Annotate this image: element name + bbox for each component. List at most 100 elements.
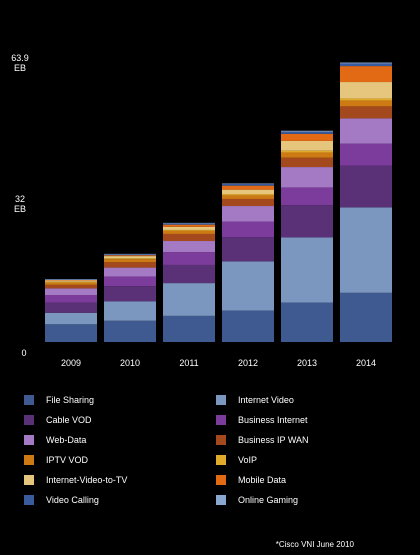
bar-segment-2012-5: [222, 198, 274, 207]
legend-swatch: [24, 435, 34, 445]
bar-segment-2011-7: [163, 229, 215, 231]
bar-segment-2011-6: [163, 230, 215, 234]
bar-segment-2011-10: [163, 223, 215, 225]
bar-segment-2010-8: [104, 256, 156, 259]
bar-segment-2010-3: [104, 276, 156, 287]
bar-segment-2010-10: [104, 254, 156, 256]
legend-label: Business IP WAN: [238, 435, 309, 445]
legend-label: Online Gaming: [238, 495, 299, 505]
legend-label: File Sharing: [46, 395, 95, 405]
legend-swatch: [216, 415, 226, 425]
y-tick-label: 32 EB: [0, 194, 40, 214]
bar-segment-2009-8: [45, 280, 97, 282]
bar-segment-2014-9: [340, 66, 392, 83]
bar-segment-2013-2: [281, 205, 333, 238]
legend-swatch: [24, 455, 34, 465]
bar-segment-2011-5: [163, 233, 215, 242]
bar-segment-2011-11: [163, 222, 215, 224]
x-tick-label: 2011: [179, 358, 198, 368]
bar-segment-2012-9: [222, 185, 274, 190]
legend-label: Video Calling: [46, 495, 99, 505]
bar-segment-2013-6: [281, 152, 333, 158]
bar-segment-2010-11: [104, 253, 156, 255]
legend-swatch: [216, 435, 226, 445]
bar-segment-2014-2: [340, 165, 392, 208]
bar-segment-2011-0: [163, 315, 215, 342]
bar-segment-2012-6: [222, 195, 274, 199]
bar-segment-2013-7: [281, 150, 333, 153]
bar-segment-2010-9: [104, 255, 156, 257]
legend-item: Mobile Data: [216, 473, 286, 487]
bar-segment-2010-1: [104, 301, 156, 321]
bar-segment-2009-2: [45, 302, 97, 313]
bar-segment-2009-9: [45, 280, 97, 281]
bar-segment-2013-11: [281, 130, 333, 132]
legend-label: VoIP: [238, 455, 258, 465]
bar-segment-2012-11: [222, 183, 274, 184]
bar-segment-2011-3: [163, 252, 215, 265]
legend-label: Mobile Data: [238, 475, 287, 485]
y-tick-value: 32: [14, 194, 25, 205]
legend-item: Web-Data: [24, 433, 86, 447]
x-tick-label: 2010: [120, 358, 140, 368]
bar-segment-2012-7: [222, 194, 274, 196]
y-tick-unit: EB: [13, 63, 26, 73]
legend-swatch: [216, 495, 226, 505]
bar-segment-2014-0: [340, 292, 392, 342]
bar-segment-2011-8: [163, 226, 215, 230]
bar-segment-2012-8: [222, 189, 274, 195]
bar-segment-2013-4: [281, 167, 333, 188]
legend-item: Video Calling: [24, 493, 99, 507]
legend-item: Online Gaming: [216, 493, 298, 507]
bar-segment-2010-0: [104, 320, 156, 342]
bar-segment-2010-7: [104, 258, 156, 260]
bar-segment-2013-3: [281, 187, 333, 206]
legend-item: Business IP WAN: [216, 433, 309, 447]
bar-segment-2009-10: [45, 279, 97, 281]
legend-item: VoIP: [216, 453, 257, 467]
y-tick-value: 63.9: [11, 53, 29, 63]
bar-segment-2014-4: [340, 118, 392, 144]
legend-label: IPTV VOD: [46, 455, 89, 465]
legend-item: Business Internet: [216, 413, 308, 427]
bar-segment-2012-10: [222, 183, 274, 186]
bar-segment-2014-10: [340, 63, 392, 67]
legend-swatch: [216, 455, 226, 465]
y-tick-label: 0: [4, 348, 44, 358]
bar-segment-2009-6: [45, 282, 97, 285]
source-note: *Cisco VNI June 2010: [275, 540, 354, 549]
bar-segment-2010-4: [104, 267, 156, 277]
legend-swatch: [24, 415, 34, 425]
legend-label: Internet Video: [238, 395, 294, 405]
bar-segment-2009-3: [45, 295, 97, 303]
bar-segment-2014-5: [340, 106, 392, 119]
bar-segment-2010-6: [104, 259, 156, 263]
y-tick-value: 0: [21, 348, 27, 358]
legend-item: Internet-Video-to-TV: [24, 473, 127, 487]
legend-item: File Sharing: [24, 393, 94, 407]
bar-segment-2009-5: [45, 284, 97, 289]
x-tick-label: 2009: [61, 358, 81, 368]
x-tick-label: 2014: [356, 358, 376, 368]
bar-segment-2013-10: [281, 131, 333, 134]
bar-segment-2014-6: [340, 100, 392, 107]
bar-segment-2014-7: [340, 98, 392, 101]
bar-segment-2012-1: [222, 261, 274, 311]
chart-plot: 2009 2010 2011 2012 2013 2014: [45, 62, 392, 368]
bar-segment-2013-5: [281, 157, 333, 168]
bar-segment-2009-0: [45, 324, 97, 342]
bar-segment-2010-5: [104, 262, 156, 268]
bar-segment-2014-1: [340, 207, 392, 293]
bar-segment-2009-1: [45, 312, 97, 325]
legend-label: Business Internet: [238, 415, 308, 425]
bar-segment-2014-8: [340, 82, 392, 99]
bar-segment-2012-0: [222, 310, 274, 342]
legend-item: Cable VOD: [24, 413, 92, 427]
legend-label: Internet-Video-to-TV: [46, 475, 128, 485]
bar-segment-2012-4: [222, 206, 274, 222]
legend-swatch: [24, 475, 34, 485]
bar-segment-2013-9: [281, 133, 333, 141]
bar-segment-2009-11: [45, 279, 97, 280]
bar-segment-2011-1: [163, 283, 215, 316]
y-tick-label: 63.9 EB: [0, 53, 40, 73]
